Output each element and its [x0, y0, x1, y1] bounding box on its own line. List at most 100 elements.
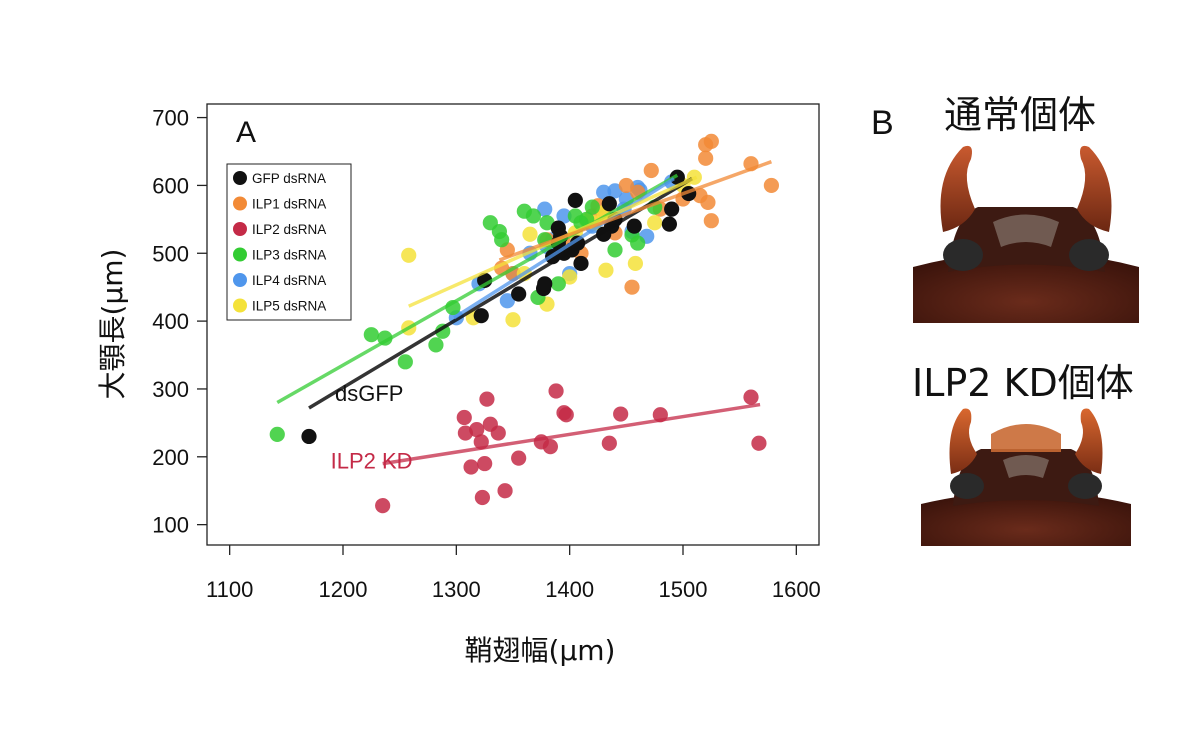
legend-marker [233, 247, 247, 262]
fit-line-ilp2 [382, 402, 761, 466]
legend-label: ILP2 dsRNA [252, 222, 326, 237]
legend-box [226, 163, 352, 321]
panel-label-a: A [236, 116, 256, 149]
data-point [428, 337, 444, 353]
fit-line-gfp [308, 177, 693, 410]
data-point [763, 177, 780, 194]
data-point [624, 279, 640, 295]
legend-label: GFP dsRNA [252, 171, 326, 186]
data-point [661, 216, 678, 232]
legend: GFP dsRNA ILP1 dsRNA ILP2 dsRNA ILP3 dsRNA I… [226, 163, 352, 321]
data-point [542, 439, 559, 455]
legend-marker [233, 298, 247, 313]
data-point [401, 247, 417, 263]
legend-label: ILP5 dsRNA [252, 299, 326, 314]
data-point [269, 426, 285, 443]
data-point [584, 199, 600, 215]
data-point [567, 192, 583, 208]
panel-label-b: B [871, 104, 894, 142]
data-point [626, 218, 642, 234]
y-tick-label: 400 [152, 309, 189, 334]
data-point [490, 425, 506, 441]
beetle-head-ilp2-kd-image [921, 408, 1131, 546]
y-tick-label: 700 [152, 106, 189, 131]
y-tick-label: 200 [152, 445, 189, 470]
data-point [601, 196, 617, 212]
legend-marker [233, 196, 247, 211]
y-tick-label: 300 [152, 377, 189, 402]
data-point [698, 150, 714, 166]
data-point [505, 312, 521, 328]
data-point [607, 242, 623, 258]
data-point [479, 391, 495, 407]
axes: 1100 1200 1300 1400 1500 1600 100 200 300 400 500 6… [152, 106, 821, 602]
data-point [548, 383, 564, 399]
data-point [630, 235, 646, 251]
x-tick-label: 1200 [319, 577, 368, 602]
y-axis-title: 大顎長(μm) [96, 249, 129, 400]
data-point [556, 208, 572, 224]
data-point [643, 162, 659, 179]
legend-marker [233, 171, 247, 185]
legend-marker [233, 273, 247, 287]
data-point [562, 269, 578, 285]
data-point [613, 406, 629, 422]
data-point [700, 194, 716, 210]
data-point [627, 255, 644, 272]
data-point [511, 286, 527, 302]
fit-lines [276, 160, 772, 466]
data-point [647, 215, 663, 231]
legend-label: ILP4 dsRNA [252, 273, 326, 288]
x-tick-label: 1400 [545, 577, 594, 602]
data-point [497, 483, 513, 499]
series-ilp2 [375, 383, 767, 514]
data-point [664, 201, 680, 217]
x-tick-label: 1100 [206, 577, 253, 602]
data-point [607, 183, 623, 199]
fit-line-ilp3 [276, 173, 679, 405]
data-point [539, 215, 555, 231]
legend-label: ILP3 dsRNA [252, 248, 326, 263]
data-point [301, 428, 317, 445]
data-point [618, 177, 634, 194]
data-point [596, 184, 612, 200]
data-point [473, 308, 489, 324]
data-point [550, 276, 566, 292]
data-point [494, 232, 510, 248]
data-point [469, 422, 485, 438]
fit-line-ilp1 [498, 160, 772, 262]
data-point [474, 489, 490, 506]
data-point [537, 276, 553, 292]
data-point [751, 435, 767, 451]
ilp2-kd-individual-label: ILP2 KD個体 [912, 361, 1134, 405]
data-point [363, 327, 379, 343]
data-point [601, 435, 617, 451]
data-point [558, 407, 574, 423]
data-point [499, 293, 515, 309]
data-point [598, 262, 614, 278]
data-point [473, 434, 489, 450]
x-tick-label: 1600 [772, 577, 821, 602]
data-point [375, 498, 391, 514]
x-tick-label: 1300 [432, 577, 481, 602]
y-tick-label: 600 [152, 173, 189, 198]
data-point [703, 213, 719, 229]
x-axis-title: 鞘翅幅(μm) [465, 634, 616, 667]
scatter-chart: 1100 1200 1300 1400 1500 1600 100 200 300 400 500 6… [96, 103, 821, 667]
data-point [525, 208, 542, 224]
legend-label: ILP1 dsRNA [252, 197, 326, 212]
y-tick-label: 100 [152, 513, 189, 538]
data-point [537, 201, 553, 217]
normal-individual-label: 通常個体 [944, 93, 1097, 137]
legend-marker [233, 222, 247, 236]
plot-frame [206, 103, 820, 546]
y-tick-label: 500 [152, 241, 189, 266]
data-point [743, 389, 759, 405]
data-point [456, 409, 472, 426]
data-point [669, 169, 685, 185]
data-point [573, 255, 589, 272]
x-tick-label: 1500 [659, 577, 708, 602]
data-point [703, 133, 719, 149]
data-point [463, 459, 479, 475]
beetle-head-normal-image [913, 145, 1139, 323]
